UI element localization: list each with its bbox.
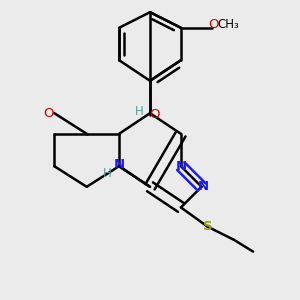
Text: O: O [149,108,160,121]
Text: H: H [103,167,112,180]
Text: CH₃: CH₃ [217,18,239,32]
Text: N: N [176,160,187,173]
Text: N: N [113,158,124,171]
Text: O: O [43,107,54,120]
Text: O: O [208,18,219,32]
Text: S: S [202,220,212,233]
Text: H: H [135,105,144,118]
Text: N: N [197,180,208,193]
